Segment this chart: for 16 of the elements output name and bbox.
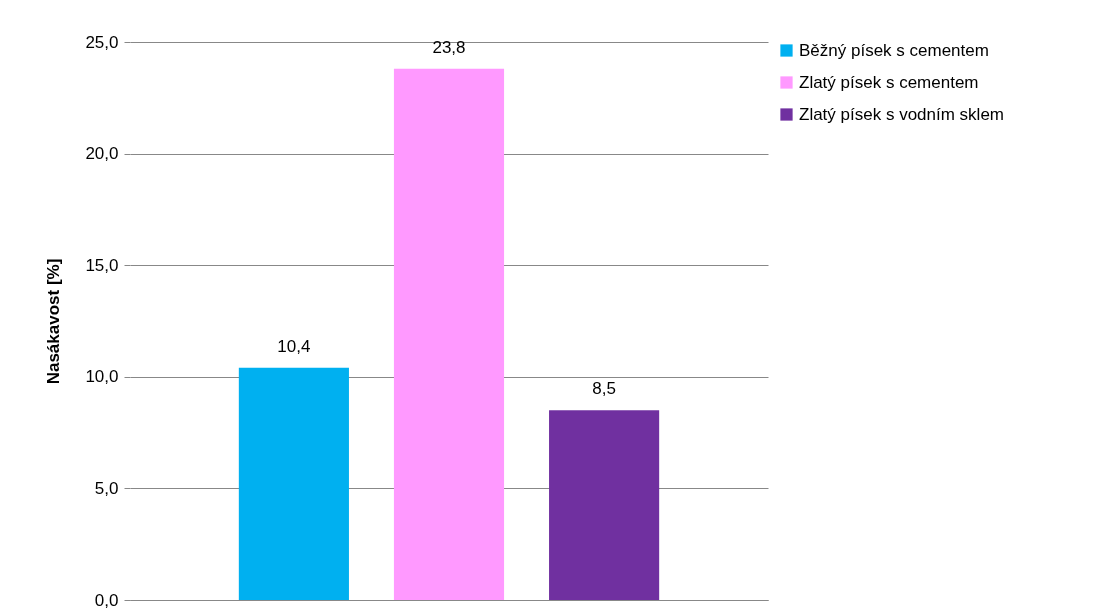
legend-label: Běžný písek s cementem [799, 40, 989, 60]
y-tick-label: 15,0 [85, 255, 119, 275]
legend-label: Zlatý písek s cementem [799, 72, 979, 92]
bar [238, 367, 349, 600]
y-axis-title: Nasákavost [%] [44, 258, 64, 385]
data-label: 23,8 [432, 37, 466, 57]
bar [393, 68, 505, 600]
data-label: 8,5 [592, 379, 616, 399]
y-tick-label: 25,0 [85, 32, 119, 52]
legend-label: Zlatý písek s vodním sklem [799, 104, 1005, 124]
bar [549, 410, 660, 600]
data-label: 10,4 [277, 336, 311, 356]
y-tick-label: 20,0 [85, 144, 119, 164]
y-tick-label: 10,0 [85, 367, 119, 387]
y-tick-label: 0,0 [94, 590, 119, 610]
y-tick-label: 5,0 [94, 478, 119, 498]
